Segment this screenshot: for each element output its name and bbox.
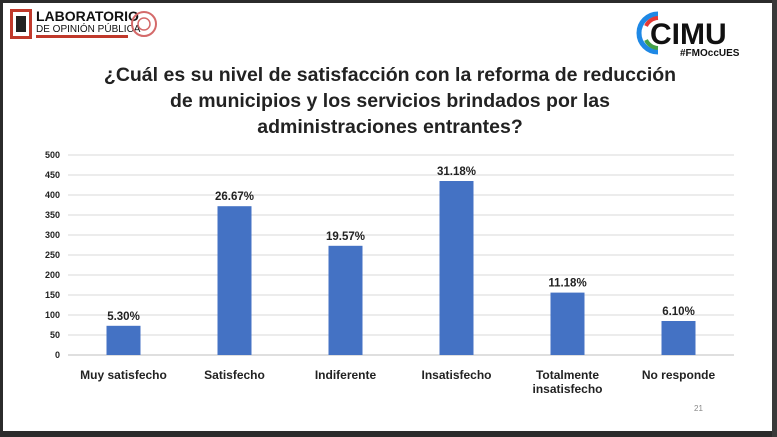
y-tick-label: 0 — [55, 350, 60, 360]
x-tick-label: Satisfecho — [204, 368, 265, 382]
page-number: 21 — [694, 404, 703, 413]
chart-title-line-2: de municipios y los servicios brindados … — [170, 90, 610, 112]
data-label: 19.57% — [326, 231, 365, 243]
bar — [439, 181, 474, 355]
data-label: 5.30% — [107, 311, 140, 323]
slide — [3, 3, 772, 431]
y-tick-label: 400 — [45, 190, 60, 200]
logo-left-line1: LABORATORIO — [36, 8, 139, 24]
data-label: 11.18% — [548, 278, 586, 290]
chart-title: ¿Cuál es su nivel de satisfacción con la… — [90, 62, 690, 140]
y-tick-label: 150 — [45, 290, 60, 300]
bar — [661, 321, 696, 355]
bar — [106, 325, 141, 355]
y-tick-label: 250 — [45, 250, 60, 260]
y-tick-label: 350 — [45, 210, 60, 220]
laboratorio-logo: LABORATORIO DE OPINIÓN PÚBLICA — [10, 8, 157, 39]
chart-title-line-1: ¿Cuál es su nivel de satisfacción con la… — [103, 64, 677, 86]
logo-right-brand: CIMU — [650, 18, 727, 51]
x-tick-label: insatisfecho — [532, 382, 602, 396]
logo-left-line2: DE OPINIÓN PÚBLICA — [36, 22, 141, 35]
y-tick-label: 500 — [45, 150, 60, 160]
data-label: 6.10% — [662, 306, 695, 318]
chart-title-line-3: administraciones entrantes? — [257, 116, 523, 138]
y-tick-label: 100 — [45, 310, 60, 320]
y-tick-label: 200 — [45, 270, 60, 280]
bar — [217, 206, 252, 355]
window-frame — [772, 0, 777, 437]
x-tick-label: Insatisfecho — [421, 368, 491, 382]
x-tick-label: Muy satisfecho — [80, 368, 167, 382]
y-tick-label: 50 — [50, 330, 60, 340]
data-label: 31.18% — [437, 166, 476, 178]
data-label: 26.67% — [215, 191, 254, 203]
bar — [550, 292, 585, 355]
x-tick-label: Totalmente — [536, 368, 599, 382]
y-tick-label: 450 — [45, 170, 60, 180]
y-tick-label: 300 — [45, 230, 60, 240]
logo-right-hashtag: #FMOccUES — [680, 48, 740, 59]
x-tick-label: Indiferente — [315, 368, 377, 382]
cimu-logo: CIMU #FMOccUES — [636, 11, 740, 59]
x-tick-label: No responde — [642, 368, 716, 382]
bar — [328, 245, 363, 355]
